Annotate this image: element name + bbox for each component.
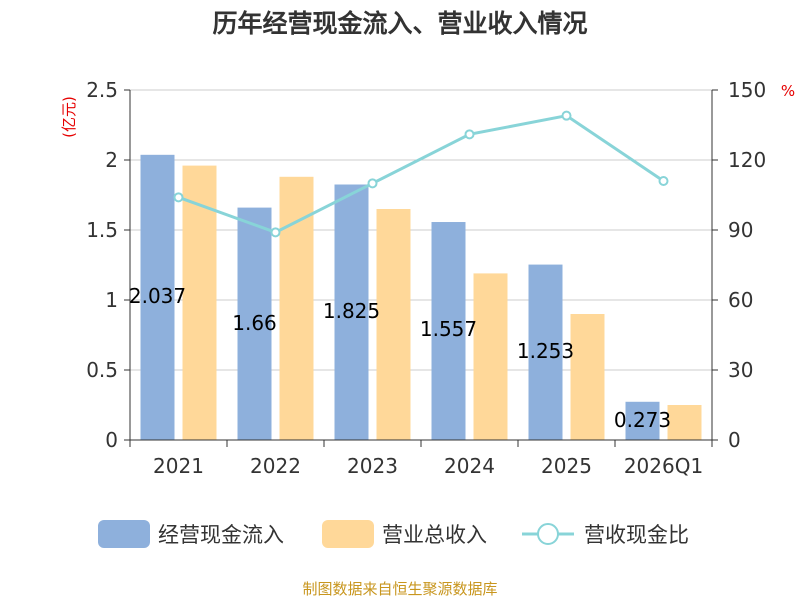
- bars: [140, 154, 702, 441]
- legend-swatch-cash-inflow: [98, 520, 150, 548]
- axes: 0 0 0.5 30 1 60 1.5 90 2 120 2.5 150 2021 2022 2023 202…: [86, 78, 766, 478]
- ratio-point: [561, 110, 572, 121]
- legend-label-ratio: 营收现金比: [584, 523, 689, 547]
- bar-cash-inflow: [237, 207, 272, 440]
- x-tick-label: 2021: [153, 454, 204, 478]
- x-tick-label: 2022: [250, 454, 301, 478]
- y-right-tick-label: 120: [728, 148, 766, 172]
- ratio-point: [464, 129, 475, 140]
- y-left-tick-label: 0: [105, 428, 118, 452]
- ratio-line-path: [177, 114, 665, 234]
- legend-label-revenue: 营业总收入: [382, 523, 487, 547]
- legend: 经营现金流入 营业总收入 营收现金比: [98, 520, 689, 548]
- chart-title: 历年经营现金流入、营业收入情况: [212, 9, 587, 38]
- grid-lines: [130, 89, 712, 371]
- source-note: 制图数据来自恒生聚源数据库: [302, 580, 497, 598]
- bar-cash-inflow: [625, 401, 660, 440]
- bar-revenue: [473, 273, 508, 440]
- bar-revenue: [182, 165, 217, 440]
- legend-swatch-ratio-marker: [537, 523, 559, 545]
- legend-swatch-revenue: [322, 520, 374, 548]
- bar-cash-inflow: [334, 184, 369, 440]
- y-right-unit: %: [781, 82, 795, 100]
- y-left-tick-label: 1.5: [86, 218, 118, 242]
- bar-cash-inflow: [431, 222, 466, 440]
- y-left-tick-label: 0.5: [86, 358, 118, 382]
- y-left-tick-label: 2.5: [86, 78, 118, 102]
- bar-revenue: [667, 405, 702, 440]
- data-label-cash-inflow: 1.66: [232, 311, 277, 335]
- legend-label-cash-inflow: 经营现金流入: [158, 523, 284, 547]
- y-left-tick-label: 2: [105, 148, 118, 172]
- y-left-unit: (亿元): [60, 96, 78, 138]
- bar-cash-inflow: [140, 154, 175, 440]
- y-left-tick-label: 1: [105, 288, 118, 312]
- bar-revenue: [376, 209, 411, 440]
- data-labels: 2.037 1.66 1.825 1.557 1.253 0.273: [129, 284, 671, 432]
- x-tick-label: 2024: [444, 454, 495, 478]
- ratio-point: [173, 192, 184, 203]
- bar-cash-inflow: [528, 264, 563, 440]
- ratio-point: [367, 178, 378, 189]
- y-right-tick-label: 90: [728, 218, 753, 242]
- ratio-point: [270, 227, 281, 238]
- x-tick-label: 2023: [347, 454, 398, 478]
- y-right-tick-label: 150: [728, 78, 766, 102]
- x-tick-label: 2025: [541, 454, 592, 478]
- data-label-cash-inflow: 1.253: [517, 339, 574, 363]
- ratio-line: [173, 110, 669, 238]
- data-label-cash-inflow: 1.825: [323, 299, 380, 323]
- bar-revenue: [570, 314, 605, 440]
- data-label-cash-inflow: 0.273: [614, 408, 671, 432]
- y-right-tick-label: 0: [728, 428, 741, 452]
- data-label-cash-inflow: 1.557: [420, 317, 477, 341]
- y-right-tick-label: 60: [728, 288, 753, 312]
- x-tick-label: 2026Q1: [624, 454, 703, 478]
- ratio-point: [658, 176, 669, 186]
- y-right-tick-label: 30: [728, 358, 753, 382]
- data-label-cash-inflow: 2.037: [129, 284, 186, 308]
